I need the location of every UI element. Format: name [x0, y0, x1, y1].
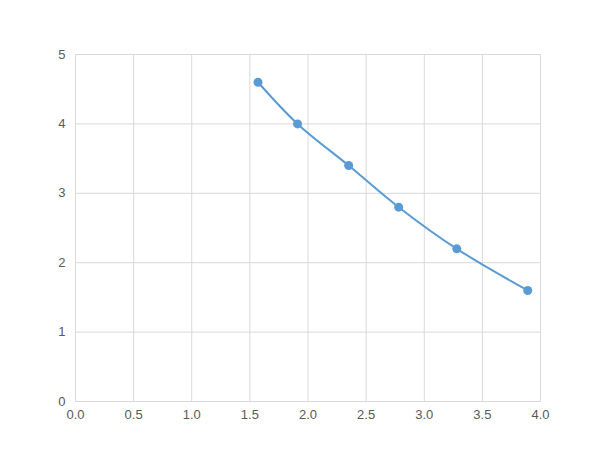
svg-text:3.5: 3.5 [473, 407, 491, 422]
svg-text:0.0: 0.0 [66, 407, 84, 422]
svg-text:3: 3 [58, 185, 65, 200]
svg-text:1.0: 1.0 [183, 407, 201, 422]
svg-text:1: 1 [58, 324, 65, 339]
svg-text:0.5: 0.5 [125, 407, 143, 422]
svg-text:2.5: 2.5 [357, 407, 375, 422]
svg-text:2.0: 2.0 [299, 407, 317, 422]
svg-text:0: 0 [58, 394, 65, 409]
svg-text:4: 4 [58, 116, 65, 131]
svg-text:2: 2 [58, 255, 65, 270]
svg-text:1.5: 1.5 [241, 407, 259, 422]
svg-text:3.0: 3.0 [415, 407, 433, 422]
svg-text:4.0: 4.0 [531, 407, 549, 422]
svg-text:5: 5 [58, 47, 65, 62]
